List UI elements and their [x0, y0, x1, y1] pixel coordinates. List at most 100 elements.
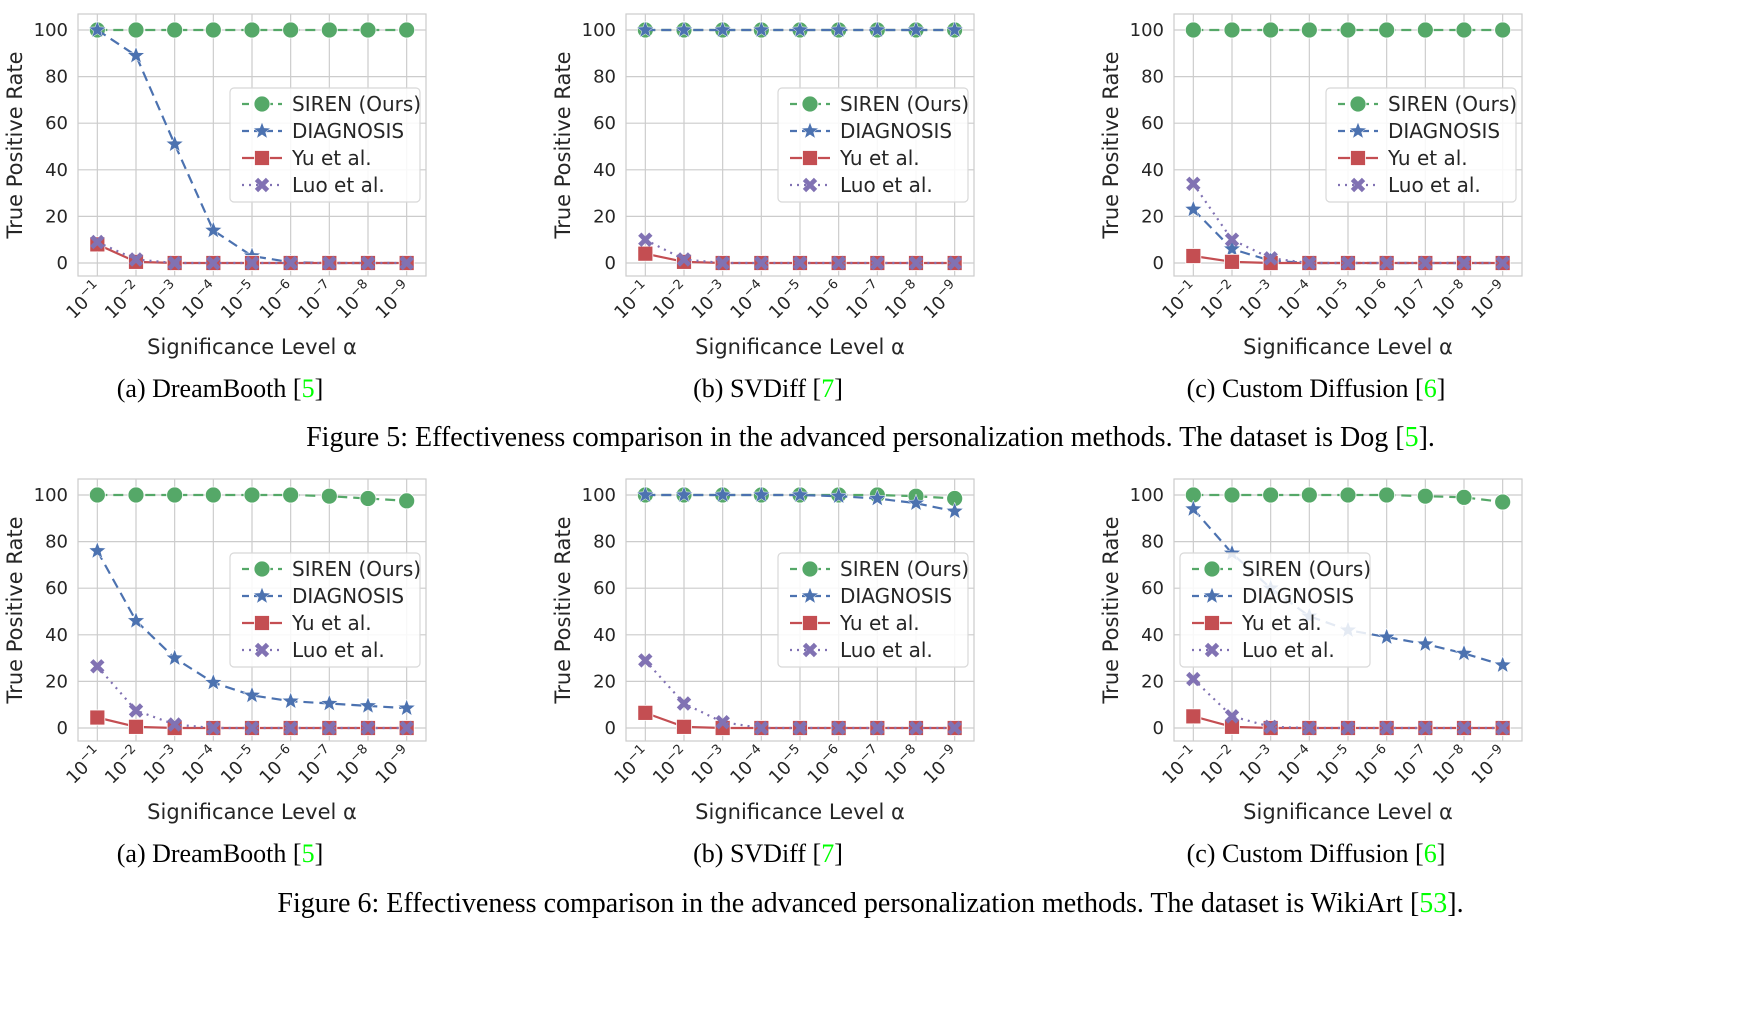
- series-siren: [88, 486, 416, 510]
- legend-label-siren: SIREN (Ours): [292, 557, 421, 581]
- chart-panel-fig5-a: 0 20 40 60 80 100 10−1 10−2 10−3 10−4 10−5 10−6 10−7…: [0, 0, 560, 400]
- x-tick-label: 10−8: [1427, 277, 1474, 324]
- data-point-luo: [360, 720, 376, 736]
- data-point-diagnosis: [1222, 239, 1242, 257]
- series-luo: [638, 653, 962, 736]
- chart-panel-fig6-b: 0 20 40 60 80 100 10−1 10−2 10−3 10−4 10−5 10−6 10−7…: [548, 465, 1108, 865]
- legend-marker-luo: [802, 177, 818, 193]
- legend-marker-diagnosis: [800, 586, 820, 604]
- citation-link[interactable]: 6: [1423, 374, 1437, 403]
- x-tick-text: 10−4: [1272, 742, 1319, 789]
- y-tick-label: 40: [593, 160, 616, 181]
- chart-panel-fig5-b: 0 20 40 60 80 100 10−1 10−2 10−3 10−4 10−5 10−6 10−7…: [548, 0, 1108, 400]
- series-luo: [90, 659, 414, 736]
- data-point-luo: [715, 255, 730, 271]
- data-point-luo: [831, 720, 846, 736]
- y-tick-label: 0: [605, 718, 616, 739]
- x-tick-label: 10−3: [685, 277, 732, 324]
- data-point-diagnosis: [242, 685, 262, 704]
- data-point-luo: [283, 255, 298, 271]
- data-point-luo: [1263, 251, 1278, 266]
- data-point-diagnosis: [88, 541, 107, 559]
- y-tick-label: 40: [45, 625, 68, 646]
- subcaption-fig5-c: (c) Custom Diffusion [6]: [1036, 374, 1596, 404]
- series-line-luo: [1192, 678, 1503, 730]
- x-tick-text: 10−7: [840, 742, 887, 789]
- data-point-siren: [320, 487, 338, 505]
- data-point-luo: [947, 720, 962, 736]
- citation-link[interactable]: 7: [821, 839, 835, 868]
- x-tick-text: 10−8: [879, 277, 926, 324]
- y-tick-label: 20: [593, 671, 616, 692]
- x-tick-label: 10−8: [1427, 742, 1474, 789]
- y-tick-label: 20: [45, 206, 68, 227]
- x-tick-label: 10−2: [1195, 277, 1242, 324]
- x-tick-text: 10−4: [724, 742, 771, 789]
- y-axis-label: True Positive Rate: [551, 51, 575, 239]
- y-tick-label: 60: [1141, 578, 1164, 599]
- data-point-luo: [1224, 709, 1240, 724]
- citation-link[interactable]: 6: [1423, 839, 1437, 868]
- x-tick-text: 10−4: [176, 277, 223, 324]
- x-tick-text: 10−3: [137, 277, 184, 324]
- legend-marker-siren: [253, 560, 271, 578]
- x-tick-text: 10−1: [60, 742, 107, 789]
- data-point-luo: [1302, 720, 1317, 736]
- data-point-luo: [167, 717, 182, 732]
- data-point-luo: [283, 720, 298, 736]
- data-point-diagnosis: [868, 20, 887, 38]
- legend: SIREN (Ours) DIAGNOSIS Yu et al. Luo et al.: [229, 552, 421, 668]
- x-tick-label: 10−9: [1465, 742, 1512, 789]
- series-diagnosis: [636, 485, 964, 520]
- data-point-diagnosis: [126, 45, 146, 64]
- data-point-diagnosis: [829, 486, 848, 504]
- data-point-siren: [1184, 21, 1202, 39]
- legend-label-siren: SIREN (Ours): [1242, 557, 1371, 581]
- x-tick-label: 10−2: [647, 742, 694, 789]
- x-tick-text: 10−9: [917, 742, 964, 789]
- data-point-yu: [637, 704, 654, 721]
- x-tick-label: 10−5: [215, 277, 262, 324]
- data-point-diagnosis: [1493, 655, 1512, 673]
- citation-link[interactable]: 53: [1419, 888, 1448, 919]
- x-tick-label: 10−3: [685, 742, 732, 789]
- x-tick-text: 10−2: [1195, 277, 1242, 324]
- y-tick-label: 0: [1153, 253, 1164, 274]
- data-point-diagnosis: [674, 20, 694, 38]
- data-point-yu: [128, 718, 144, 735]
- legend-label-yu: Yu et al.: [291, 146, 372, 170]
- legend-box: [777, 87, 969, 203]
- data-point-siren: [320, 21, 338, 39]
- data-point-diagnosis: [906, 493, 926, 511]
- citation-link[interactable]: 5: [301, 374, 315, 403]
- citation-link[interactable]: 5: [301, 839, 315, 868]
- series-line-luo: [644, 238, 955, 265]
- legend-label-diagnosis: DIAGNOSIS: [1242, 584, 1354, 608]
- data-point-diagnosis: [281, 691, 300, 710]
- x-tick-text: 10−8: [331, 277, 378, 324]
- x-tick-label: 10−3: [1233, 742, 1280, 789]
- series-luo: [638, 232, 962, 271]
- data-point-diagnosis: [945, 501, 964, 520]
- series-luo: [1186, 671, 1510, 736]
- x-tick-text: 10−1: [60, 277, 107, 324]
- x-tick-label: 10−1: [60, 742, 107, 789]
- legend: SIREN (Ours) DIAGNOSIS Yu et al. Luo et al.: [777, 552, 969, 668]
- data-point-luo: [244, 255, 260, 271]
- citation-link[interactable]: 7: [821, 374, 835, 403]
- data-point-siren: [1378, 21, 1396, 39]
- x-tick-label: 10−7: [1388, 742, 1435, 789]
- citation-link[interactable]: 5: [1404, 422, 1419, 453]
- x-tick-text: 10−9: [1465, 277, 1512, 324]
- legend-marker-diagnosis: [800, 121, 820, 139]
- subcaption-suffix: ]: [1436, 839, 1446, 868]
- x-tick-label: 10−1: [60, 277, 107, 324]
- series-luo: [90, 234, 414, 271]
- chart-panel-fig6-a: 0 20 40 60 80 100 10−1 10−2 10−3 10−4 10−5 10−6 10−7…: [0, 465, 560, 865]
- data-point-diagnosis: [636, 20, 655, 38]
- subcaption-suffix: ]: [1436, 374, 1446, 403]
- x-tick-label: 10−7: [292, 277, 339, 324]
- line-chart-svg: 0 20 40 60 80 100 10−110−210−310−410−510−610−7…: [551, 478, 975, 824]
- data-point-luo: [754, 720, 769, 736]
- x-tick-text: 10−6: [1349, 742, 1396, 789]
